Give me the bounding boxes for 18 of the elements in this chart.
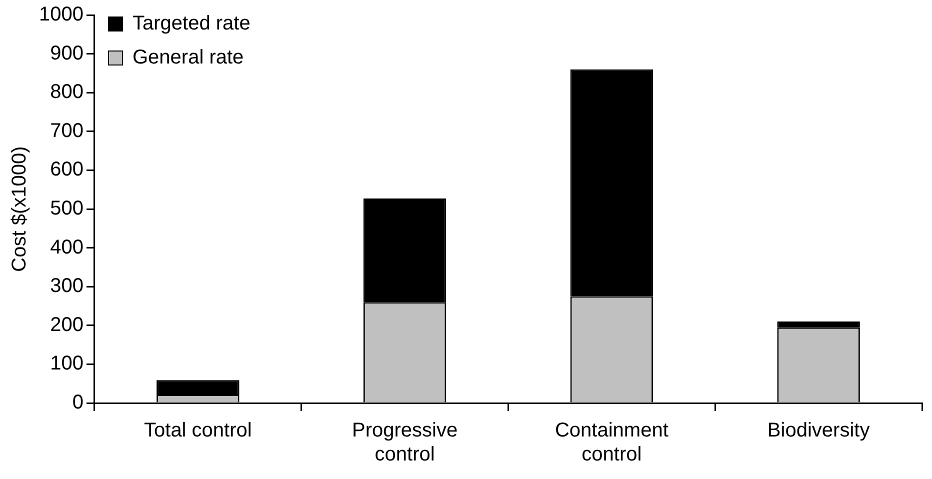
y-tick-label: 600 — [50, 158, 84, 181]
y-tick-label: 400 — [50, 236, 84, 258]
y-axis-title: Cost $(x1000) — [8, 146, 31, 272]
x-tick-label: Total control — [144, 420, 252, 442]
x-tick-label: Containment control — [554, 420, 669, 466]
y-tick-label: 800 — [50, 81, 84, 104]
y-tick-label: 900 — [50, 42, 84, 64]
y-tick-label: 1000 — [38, 4, 84, 26]
y-tick-label: 300 — [50, 275, 84, 298]
y-tick-label: 700 — [50, 120, 84, 142]
y-tick-label: 500 — [50, 198, 84, 220]
y-tick-label: 0 — [72, 392, 84, 414]
legend-label: Targeted rate — [132, 12, 250, 35]
y-tick-label: 200 — [50, 314, 84, 336]
x-tick-label: Progressive control — [352, 420, 458, 466]
y-tick-label: 100 — [50, 352, 84, 375]
legend-label: General rate — [132, 46, 244, 69]
x-tick-label: Biodiversity — [767, 420, 870, 442]
